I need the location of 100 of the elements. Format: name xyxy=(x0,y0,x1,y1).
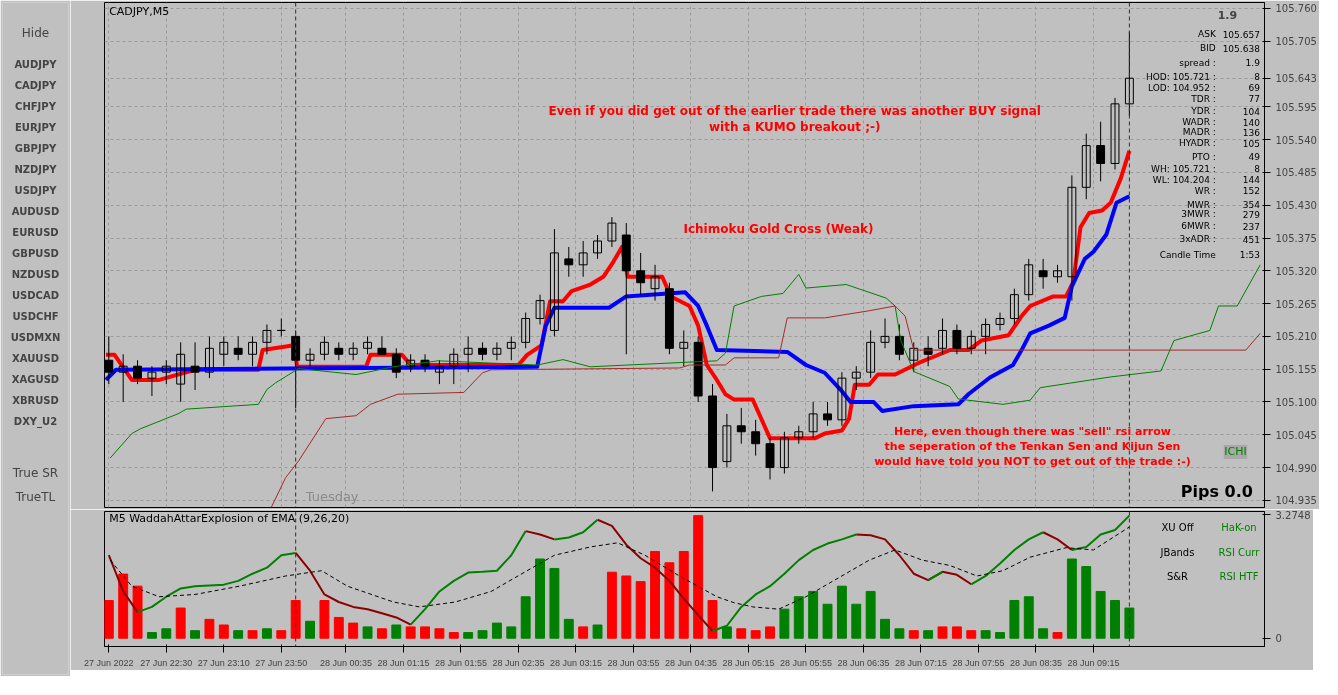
text: EURUSD xyxy=(12,227,59,238)
x-tick-label: 28 Jun 07:55 xyxy=(952,657,1005,668)
text: USDMXN xyxy=(10,332,61,343)
y-tick-label: 105.375 xyxy=(1275,233,1317,245)
annotation: Candle Time xyxy=(1159,250,1217,260)
x-tick-label: 28 Jun 00:35 xyxy=(319,657,373,668)
annotation: 1.9 xyxy=(1217,9,1238,23)
annotation: 69 xyxy=(1248,83,1261,94)
x-tick-label: 28 Jun 02:35 xyxy=(492,657,545,668)
annotation: PTO : xyxy=(1191,151,1216,162)
annotation: 3xADR : xyxy=(1179,234,1216,245)
annotation: HYADR : xyxy=(1178,138,1216,149)
text: TrueTL xyxy=(14,489,56,504)
y-tick-label: 105.210 xyxy=(1275,331,1317,343)
annotation: WR : xyxy=(1194,185,1216,196)
annotation: XU Off xyxy=(1161,522,1195,534)
y-tick-label: 105.643 xyxy=(1275,73,1317,85)
annotation: Pips 0.0 xyxy=(1180,482,1253,502)
annotation: 105.657 xyxy=(1222,29,1260,40)
text: AUDJPY xyxy=(14,59,58,70)
annotation: spread : xyxy=(1179,57,1216,68)
y-tick-label: 105.485 xyxy=(1275,167,1317,179)
y-tick-label: 105.100 xyxy=(1275,396,1317,408)
text: Hide xyxy=(21,25,50,40)
annotation: HaK-on xyxy=(1221,522,1257,534)
annotation: 451 xyxy=(1242,234,1260,245)
x-tick-label: 27 Jun 23:50 xyxy=(255,657,308,668)
x-tick-label: 28 Jun 09:15 xyxy=(1067,657,1120,668)
y-tick-label: 105.760 xyxy=(1275,3,1317,15)
annotation: JBands xyxy=(1159,546,1195,558)
y-tick-label: 105.430 xyxy=(1275,200,1317,212)
x-tick-label: 28 Jun 01:55 xyxy=(434,657,488,668)
text: GBPJPY xyxy=(14,143,57,154)
x-tick-label: 28 Jun 03:55 xyxy=(607,657,660,668)
text: GBPUSD xyxy=(12,248,59,259)
annotation: ICHI xyxy=(1224,445,1247,459)
x-tick-label: 27 Jun 22:30 xyxy=(140,657,193,668)
annotation: S&R xyxy=(1166,570,1189,582)
y-tick-label: 3.2748 xyxy=(1275,509,1311,521)
annotation: Ichimoku Gold Cross (Weak) xyxy=(683,222,874,237)
annotation: WL: 104.204 : xyxy=(1152,174,1216,185)
annotation: 105.638 xyxy=(1222,43,1261,54)
annotation: 237 xyxy=(1242,221,1260,232)
chart-title: CADJPY,M5 xyxy=(109,5,170,19)
annotation: BID xyxy=(1200,43,1216,54)
annotation: RSI HTF xyxy=(1219,570,1259,582)
text: CHFJPY xyxy=(15,101,57,112)
annotation: YDR : xyxy=(1190,106,1216,117)
annotation: 104 xyxy=(1242,106,1261,117)
text: USDCAD xyxy=(12,290,60,301)
annotation: 77 xyxy=(1248,94,1260,105)
text: XAGUSD xyxy=(11,374,60,385)
annotation: RSI Curr xyxy=(1218,546,1261,558)
y-tick-label: 104.935 xyxy=(1275,495,1317,507)
annotation: 6MWR : xyxy=(1181,221,1216,232)
y-tick-label: 105.320 xyxy=(1275,265,1317,277)
x-tick-label: 27 Jun 23:10 xyxy=(197,657,250,668)
x-tick-label: 28 Jun 05:55 xyxy=(779,657,832,668)
text: AUDUSD xyxy=(11,206,60,217)
annotation: 8 xyxy=(1254,72,1261,83)
text: XBRUSD xyxy=(12,395,59,406)
annotation: MWR : xyxy=(1186,199,1216,210)
annotation: 152 xyxy=(1242,186,1260,197)
text: USDJPY xyxy=(14,185,58,196)
text: EURJPY xyxy=(15,122,57,133)
x-tick-label: 28 Jun 08:35 xyxy=(1009,657,1062,668)
annotation: 1.9 xyxy=(1245,58,1261,69)
annotation: HOD: 105.721 : xyxy=(1145,71,1216,82)
x-tick-label: 28 Jun 04:35 xyxy=(664,657,717,668)
y-tick-label: 105.045 xyxy=(1275,429,1317,441)
annotation: 354 xyxy=(1242,200,1261,210)
y-tick-label: 105.265 xyxy=(1275,298,1317,310)
y-tick-label: 105.540 xyxy=(1275,134,1317,146)
annotation: 279 xyxy=(1242,209,1261,220)
text: DXY_U2 xyxy=(13,416,58,428)
annotation: TDR : xyxy=(1190,93,1216,104)
annotation: 144 xyxy=(1242,175,1261,186)
annotation: 49 xyxy=(1248,152,1261,163)
y-tick-label: 0 xyxy=(1275,633,1282,645)
y-tick-label: 104.990 xyxy=(1275,462,1317,474)
x-tick-label: 27 Jun 2022 xyxy=(84,657,134,668)
x-tick-label: 28 Jun 06:35 xyxy=(837,657,890,668)
y-tick-label: 105.155 xyxy=(1275,364,1317,376)
annotation: LOD: 104.952 : xyxy=(1148,82,1216,93)
text: True SR xyxy=(11,465,59,480)
x-tick-label: 28 Jun 05:15 xyxy=(722,657,775,668)
annotation: 136 xyxy=(1242,127,1261,138)
text: CADJPY xyxy=(14,80,58,91)
chart-title: M5 WaddahAttarExplosion of EMA (9,26,20) xyxy=(109,512,350,526)
y-tick-label: 105.705 xyxy=(1275,36,1317,48)
annotation: WH: 105.721 : xyxy=(1151,163,1216,174)
text: XAUUSD xyxy=(12,353,59,364)
annotation: MADR : xyxy=(1182,127,1216,138)
y-tick-label: 105.595 xyxy=(1275,101,1317,113)
annotation: 3MWR : xyxy=(1181,209,1216,220)
annotation: 8 xyxy=(1254,164,1261,175)
annotation: 1:53 xyxy=(1239,250,1260,260)
annotation: Even if you did get out of the earlier trade there was another BUY signal with a KUMO breakout ;-) xyxy=(548,103,1041,134)
annotation: 140 xyxy=(1242,117,1261,128)
text: USDCHF xyxy=(12,311,59,322)
